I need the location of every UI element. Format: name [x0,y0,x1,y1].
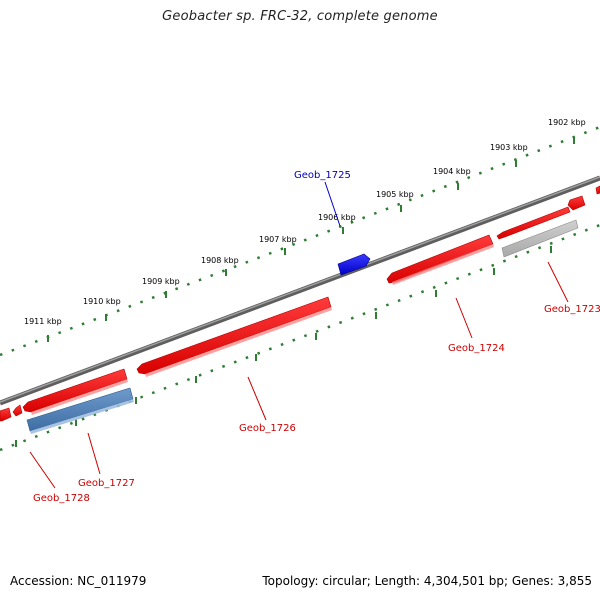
gene-label-geob-1723: Geob_1723 [544,304,600,315]
scale-tracks [0,125,600,452]
gene-label-geob-1727: Geob_1727 [78,478,135,489]
inner-major-ticks [15,246,552,447]
gene-arrow-geob-1723[interactable] [496,206,571,240]
gene-shadow [392,244,494,285]
gene-arrow-geob-1728b[interactable] [12,404,23,417]
gene-labels: Geob_1725 Geob_1723 Geob_1724 Geob_1726 … [33,170,600,504]
genome-backbone-highlight [0,176,600,403]
map-title: Geobacter sp. FRC-32, complete genome [162,9,438,24]
leader-lines [29,181,569,489]
gene-arrow-geob-1723-ext[interactable] [567,195,586,211]
scale-label: 1908 kbp [201,256,239,265]
scale-labels: 1911 kbp 1910 kbp 1909 kbp 1908 kbp 1907… [24,118,586,326]
scale-label: 1907 kbp [259,235,297,244]
gene-label-geob-1728: Geob_1728 [33,493,90,504]
gene-arrow-geob-1725[interactable] [337,253,371,276]
outer-major-ticks [47,137,575,342]
gene-arrow-geob-1728[interactable] [0,407,12,422]
scale-label: 1910 kbp [83,297,121,306]
gene-arrow-geob-1726[interactable] [136,296,332,375]
gene-label-geob-1726: Geob_1726 [239,423,296,434]
gene-shadow [145,307,332,377]
gene-shadow [31,379,128,415]
outer-scale-track [0,125,600,357]
gene-shadow [30,399,134,434]
scale-label: 1904 kbp [433,167,471,176]
scale-label: 1911 kbp [24,317,62,326]
gene-arrow-grey[interactable] [501,219,579,258]
scale-label: 1903 kbp [490,143,528,152]
gene-features [0,185,600,434]
genome-backbone [0,175,600,406]
accession-text: Accession: NC_011979 [10,574,147,588]
gene-arrow-geob-1724[interactable] [386,234,494,284]
gene-label-geob-1724: Geob_1724 [448,343,505,354]
scale-label: 1909 kbp [142,277,180,286]
inner-scale-track [0,223,600,452]
genome-summary-text: Topology: circular; Length: 4,304,501 bp… [262,574,592,588]
scale-label: 1902 kbp [548,118,586,127]
gene-label-geob-1725: Geob_1725 [294,170,351,181]
gene-arrow-edge[interactable] [595,185,600,195]
scale-label: 1905 kbp [376,190,414,199]
